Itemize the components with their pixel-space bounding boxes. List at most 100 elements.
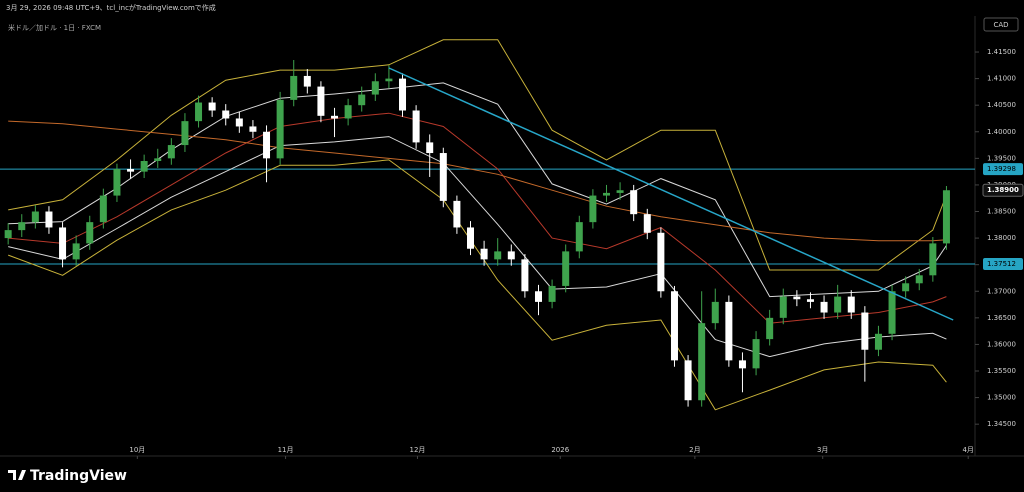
candle-body (738, 360, 746, 369)
candle-body (888, 291, 896, 334)
plot-area (0, 39, 975, 411)
candle-body (195, 102, 203, 122)
candle-body (915, 275, 923, 284)
overlay-line (8, 159, 947, 411)
candle-body (385, 78, 393, 82)
candle-body (276, 99, 284, 159)
candle-body (113, 168, 121, 196)
candle-body (779, 296, 787, 318)
candle-body (467, 227, 475, 249)
y-tick-label: 1.35500 (987, 367, 1016, 375)
candle-body (290, 75, 298, 100)
candle-body (562, 251, 570, 286)
symbol: 米ドル／加ドル · 1日 · FXCM (8, 23, 101, 32)
candle-body (59, 227, 67, 260)
candle-body (235, 118, 243, 127)
candle-body (167, 145, 175, 159)
candle-body (657, 232, 665, 292)
candle-body (820, 301, 828, 313)
candle-body (670, 291, 678, 361)
candle-body (263, 131, 271, 159)
x-tick-label: 2月 (689, 446, 700, 454)
x-tick-label: 4月 (962, 446, 973, 454)
candle-body (643, 214, 651, 233)
candle-body (344, 105, 352, 119)
candle-body (589, 195, 597, 223)
candle-body (45, 211, 53, 228)
candle-body (412, 110, 420, 143)
y-tick-label: 1.35000 (987, 394, 1016, 402)
candle-body (834, 296, 842, 313)
candle-body (439, 153, 447, 201)
price-label: 1.37512 (987, 260, 1016, 268)
candle-body (806, 299, 814, 302)
y-tick-label: 1.41000 (987, 75, 1016, 83)
candle-body (127, 168, 135, 172)
candle-body (208, 102, 216, 111)
trendline (388, 67, 954, 321)
candle-body (942, 190, 950, 244)
candle-body (752, 339, 760, 369)
candle-body (698, 323, 706, 401)
candle-body (222, 110, 230, 119)
candle-body (453, 200, 461, 228)
candle-body (630, 190, 638, 215)
candle-body (72, 243, 80, 260)
candle-body (602, 192, 610, 196)
last-price-box (982, 183, 1024, 197)
currency-box[interactable] (983, 17, 1019, 32)
candle-body (31, 211, 39, 223)
last-price-label: 1.38900 (987, 186, 1019, 194)
candle-body (766, 317, 774, 340)
candle-body (684, 360, 692, 401)
candle-body (575, 222, 583, 252)
y-tick-label: 1.39500 (987, 154, 1016, 162)
brand[interactable]: TradingView (30, 468, 127, 484)
price-label-box (983, 258, 1023, 271)
candle-body (426, 142, 434, 154)
candle-body (534, 291, 542, 302)
overlay-line (8, 39, 947, 271)
candle-body (358, 94, 366, 106)
y-tick-label: 1.36500 (987, 314, 1016, 322)
y-tick-label: 1.36000 (987, 340, 1016, 348)
price-label: 1.39298 (987, 165, 1016, 173)
y-tick-label: 1.41500 (987, 48, 1016, 56)
candle-body (711, 301, 719, 324)
y-tick-label: 1.38500 (987, 208, 1016, 216)
candle-body (480, 248, 488, 260)
logo-mark[interactable] (8, 470, 26, 480)
y-tick-label: 1.40000 (987, 128, 1016, 136)
candle-body (494, 251, 502, 260)
logo[interactable]: TradingView (8, 468, 127, 484)
candle-body (616, 190, 624, 193)
candle-body (140, 161, 148, 172)
y-tick-label: 1.38000 (987, 234, 1016, 242)
y-tick-label: 1.34500 (987, 420, 1016, 428)
candle-body (18, 222, 26, 231)
candle-body (371, 81, 379, 95)
overlay-line (8, 120, 947, 242)
candle-body (548, 285, 556, 302)
candle-body (249, 126, 257, 132)
candle-body (399, 78, 407, 111)
candle-body (154, 158, 162, 162)
candle-body (331, 115, 339, 119)
candle-body (507, 251, 515, 260)
candle-body (4, 230, 12, 239)
price-label-box (983, 163, 1023, 176)
x-tick-label: 11月 (278, 446, 294, 454)
caption: 3月 29, 2026 09:48 UTC+9、tcl_incがTradingV… (6, 3, 216, 12)
x-tick-label: 2026 (551, 446, 569, 454)
candle-body (303, 75, 311, 87)
candle-body (725, 301, 733, 361)
x-tick-label: 12月 (410, 446, 426, 454)
candle-body (86, 222, 94, 244)
candle-body (902, 283, 910, 292)
candle-body (521, 259, 529, 292)
candle-body (861, 312, 869, 350)
y-tick-label: 1.37000 (987, 287, 1016, 295)
currency[interactable]: CAD (993, 21, 1008, 29)
